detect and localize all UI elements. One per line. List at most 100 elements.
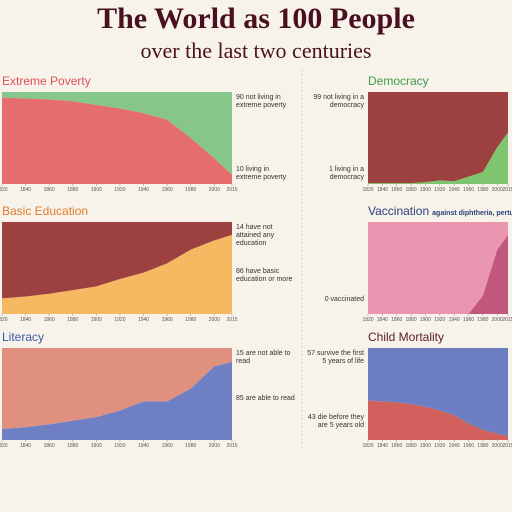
area <box>2 361 232 440</box>
x-tick-label: 1900 <box>420 443 431 449</box>
x-tick-label: 1840 <box>20 317 31 323</box>
x-tick-label: 1940 <box>138 443 149 449</box>
area <box>2 222 232 299</box>
series-label: 10 living in extreme poverty <box>236 166 287 181</box>
x-tick-label: 2015 <box>502 443 512 449</box>
x-tick-label: 1960 <box>162 317 173 323</box>
x-tick-label: 1820 <box>362 317 373 323</box>
x-tick-label: 2015 <box>226 187 237 193</box>
x-tick-label: 1820 <box>0 187 8 193</box>
area <box>368 348 508 437</box>
x-tick-label: 1860 <box>391 317 402 323</box>
x-tick-label: 2000 <box>492 317 503 323</box>
series-label: 99 not living in a democracy <box>313 94 364 109</box>
x-tick-label: 1900 <box>91 443 102 449</box>
x-tick-label: 1840 <box>20 187 31 193</box>
x-tick-label: 2015 <box>502 317 512 323</box>
x-tick-label: 1920 <box>114 187 125 193</box>
x-tick-label: 1980 <box>477 187 488 193</box>
x-tick-label: 1840 <box>377 187 388 193</box>
x-tick-label: 1960 <box>463 317 474 323</box>
x-tick-label: 1960 <box>463 187 474 193</box>
x-tick-label: 1920 <box>114 317 125 323</box>
x-tick-label: 1980 <box>477 317 488 323</box>
series-label: 15 are not able to read <box>236 350 291 365</box>
x-tick-label: 2015 <box>226 443 237 449</box>
x-tick-label: 2000 <box>492 443 503 449</box>
x-tick-label: 1880 <box>406 187 417 193</box>
x-tick-label: 1940 <box>138 317 149 323</box>
x-tick-label: 1860 <box>44 443 55 449</box>
x-tick-label: 2000 <box>209 443 220 449</box>
area <box>368 132 508 184</box>
chart-title: Literacy <box>2 330 45 344</box>
x-tick-label: 1840 <box>377 443 388 449</box>
x-tick-label: 1940 <box>138 187 149 193</box>
area <box>2 97 232 184</box>
series-label: 85 are able to read <box>236 394 295 402</box>
area <box>368 222 508 314</box>
chart-subtitle: against diphtheria, pertussis, tetanus <box>432 210 512 217</box>
x-tick-label: 1920 <box>434 187 445 193</box>
series-label: 57 survive the first 5 years of life <box>307 350 364 365</box>
area <box>2 92 232 175</box>
chart-title: Child Mortality <box>368 330 445 344</box>
x-tick-label: 1820 <box>0 317 8 323</box>
x-tick-label: 1820 <box>362 187 373 193</box>
series-label: 86 have basic education or more <box>236 268 293 284</box>
x-tick-label: 1880 <box>406 317 417 323</box>
title: The World as 100 People <box>97 2 415 35</box>
series-label: 14 have not attained any education <box>236 224 275 247</box>
x-tick-label: 1920 <box>434 443 445 449</box>
area <box>368 92 508 184</box>
x-tick-label: 1940 <box>449 317 460 323</box>
x-tick-label: 1900 <box>420 317 431 323</box>
x-tick-label: 1960 <box>463 443 474 449</box>
subtitle: over the last two centuries <box>140 38 372 63</box>
x-tick-label: 1900 <box>91 187 102 193</box>
series-label: 43 die before they are 5 years old <box>307 414 364 430</box>
x-tick-label: 1860 <box>44 317 55 323</box>
x-tick-label: 2000 <box>209 317 220 323</box>
area <box>2 234 232 314</box>
x-tick-label: 1940 <box>449 443 460 449</box>
x-tick-label: 1980 <box>185 187 196 193</box>
x-tick-label: 1960 <box>162 443 173 449</box>
x-tick-label: 1840 <box>377 317 388 323</box>
x-tick-label: 1880 <box>406 443 417 449</box>
x-tick-label: 1980 <box>185 443 196 449</box>
x-tick-label: 2000 <box>209 187 220 193</box>
x-tick-label: 1820 <box>362 443 373 449</box>
x-tick-label: 2015 <box>502 187 512 193</box>
x-tick-label: 1880 <box>67 443 78 449</box>
x-tick-label: 1880 <box>67 317 78 323</box>
x-tick-label: 1820 <box>0 443 8 449</box>
x-tick-label: 1920 <box>114 443 125 449</box>
x-tick-label: 2000 <box>492 187 503 193</box>
chart-title: Basic Education <box>2 204 89 218</box>
x-tick-label: 2015 <box>226 317 237 323</box>
series-label: 1 living in a democracy <box>328 166 364 181</box>
area <box>368 234 508 314</box>
area <box>368 400 508 440</box>
x-tick-label: 1980 <box>477 443 488 449</box>
x-tick-label: 1840 <box>20 443 31 449</box>
x-tick-label: 1920 <box>434 317 445 323</box>
x-tick-label: 1940 <box>449 187 460 193</box>
x-tick-label: 1960 <box>162 187 173 193</box>
x-tick-label: 1900 <box>91 317 102 323</box>
chart-title: Democracy <box>368 74 429 88</box>
x-tick-label: 1980 <box>185 317 196 323</box>
x-tick-label: 1860 <box>391 443 402 449</box>
area <box>2 348 232 429</box>
chart-title: Extreme Poverty <box>2 74 91 88</box>
x-tick-label: 1860 <box>391 187 402 193</box>
x-tick-label: 1900 <box>420 187 431 193</box>
x-tick-label: 1880 <box>67 187 78 193</box>
series-label: 0 vaccinated <box>324 296 364 303</box>
series-label: 90 not living in extreme poverty <box>236 94 287 109</box>
x-tick-label: 1860 <box>44 187 55 193</box>
